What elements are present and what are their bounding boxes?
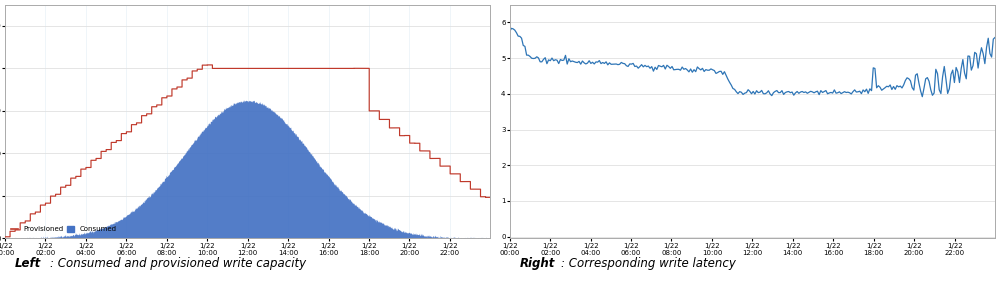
Text: : Consumed and provisioned write capacity: : Consumed and provisioned write capacit… (50, 257, 306, 270)
Legend: Provisioned, Consumed: Provisioned, Consumed (8, 224, 120, 235)
Text: Right: Right (519, 257, 555, 270)
Text: Left: Left (15, 257, 41, 270)
Text: : Corresponding write latency: : Corresponding write latency (561, 257, 736, 270)
